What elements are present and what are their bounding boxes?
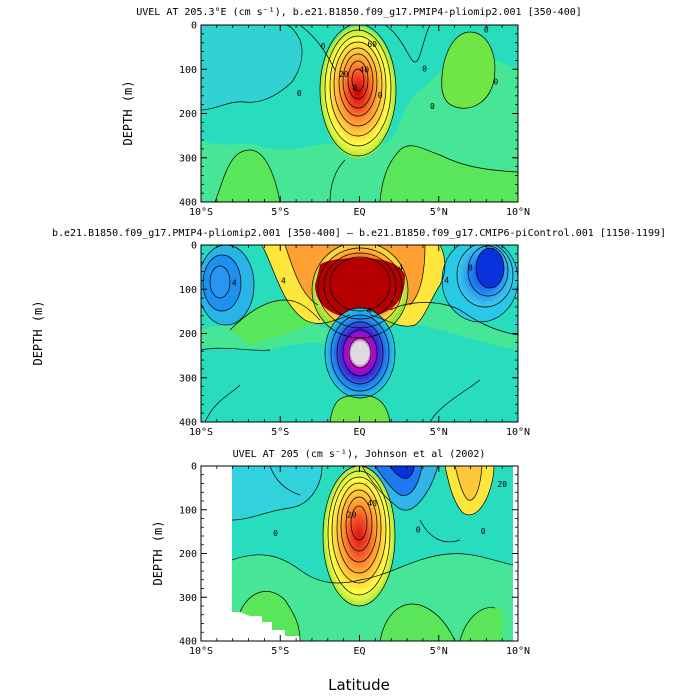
x-tick-label: 10°N	[506, 207, 530, 218]
contour-label: 40	[359, 66, 369, 75]
y-tick-label: 0	[191, 21, 197, 32]
panel-2-ylabel: DEPTH (m)	[31, 300, 45, 365]
contour-label: 0	[484, 26, 489, 35]
y-tick-label: 300	[179, 593, 197, 604]
x-tick-label: 5°N	[430, 207, 448, 218]
panel-1-field	[201, 25, 518, 202]
contour-label: 0	[481, 527, 486, 536]
panel-3-contour-labels: 40 20 20 0 0 0	[273, 480, 507, 538]
y-tick-label: 300	[179, 153, 197, 164]
y-tick-label: 400	[179, 198, 197, 209]
contour-label: 0	[430, 102, 435, 111]
contour-label: 0	[321, 42, 326, 51]
x-tick-label: 5°N	[430, 646, 448, 657]
x-tick-label: 5°S	[271, 427, 289, 438]
contour-label: 20	[339, 70, 349, 79]
x-tick-label: 10°S	[189, 427, 213, 438]
panel-1-ylabel: DEPTH (m)	[121, 80, 135, 145]
x-tick-label: 5°N	[430, 427, 448, 438]
contour-label: 60	[367, 40, 377, 49]
contour-label: 4	[444, 276, 449, 285]
panel-2-contour-labels: 4 4 4 4 8 4	[232, 263, 473, 315]
contour-label: 20	[347, 510, 357, 519]
x-tick-label: EQ	[353, 646, 365, 657]
contour-label: 0	[273, 529, 278, 538]
x-axis-label: Latitude	[328, 676, 390, 694]
contour-label: 8	[468, 263, 473, 272]
y-tick-label: 300	[179, 373, 197, 384]
y-tick-label: 100	[179, 285, 197, 296]
contour-label: 0	[297, 89, 302, 98]
panel-2-title: b.e21.B1850.f09_g17.PMIP4-pliomip2.001 […	[52, 228, 666, 239]
x-tick-label: 5°S	[271, 207, 289, 218]
contour-label: 4	[367, 307, 372, 316]
contour-label: 0	[352, 83, 357, 92]
contour-label: 4	[232, 278, 237, 287]
x-tick-label: 10°N	[506, 646, 530, 657]
panel-3-field	[201, 466, 518, 641]
x-tick-label: 10°S	[189, 207, 213, 218]
y-tick-label: 400	[179, 637, 197, 648]
contour-label: 4	[398, 263, 403, 272]
x-tick-label: EQ	[353, 207, 365, 218]
panel-2-ticks: 10°S 5°S EQ 5°N 10°N 0 100 200 300 400	[179, 241, 530, 439]
x-tick-label: 10°N	[506, 427, 530, 438]
contour-label: 0	[378, 91, 383, 100]
y-tick-label: 100	[179, 65, 197, 76]
panel-2: b.e21.B1850.f09_g17.PMIP4-pliomip2.001 […	[31, 228, 666, 438]
y-tick-label: 200	[179, 109, 197, 120]
contour-label: 0	[416, 526, 421, 535]
x-tick-label: 5°S	[271, 646, 289, 657]
panel-3-ylabel: DEPTH (m)	[151, 520, 165, 585]
panel-2-field	[201, 245, 518, 422]
panel-3-title: UVEL AT 205 (cm s⁻¹), Johnson et al (200…	[233, 449, 486, 460]
y-tick-label: 400	[179, 418, 197, 429]
y-tick-label: 200	[179, 549, 197, 560]
panel-1-title: UVEL AT 205.3°E (cm s⁻¹), b.e21.B1850.f0…	[136, 7, 582, 18]
contour-label: 20	[497, 480, 507, 489]
x-tick-label: 10°S	[189, 646, 213, 657]
x-tick-label: EQ	[353, 427, 365, 438]
contour-label: 4	[281, 277, 286, 286]
panel-1: UVEL AT 205.3°E (cm s⁻¹), b.e21.B1850.f0…	[121, 7, 582, 218]
y-tick-label: 0	[191, 241, 197, 252]
contour-label: 0	[422, 64, 427, 73]
y-tick-label: 200	[179, 329, 197, 340]
contour-label: 40	[367, 499, 377, 508]
y-tick-label: 0	[191, 462, 197, 473]
contour-label: 0	[493, 78, 498, 87]
y-tick-label: 100	[179, 505, 197, 516]
panel-3: UVEL AT 205 (cm s⁻¹), Johnson et al (200…	[151, 449, 530, 694]
